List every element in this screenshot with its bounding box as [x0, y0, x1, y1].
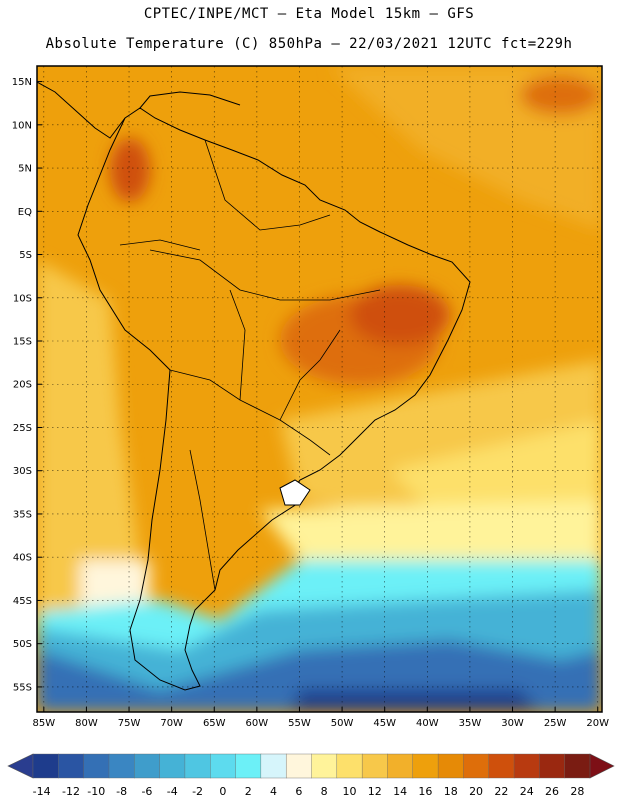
field-pacific-band — [37, 260, 140, 620]
colorbar-tick-label: -14 — [33, 785, 51, 798]
colorbar-tick-label: 2 — [245, 785, 252, 798]
lon-label: 55W — [288, 718, 311, 729]
colorbar-swatch — [32, 753, 59, 779]
latitude-labels: 15N 10N 5N EQ 5S 10S 15S 20S 25S 30S 35S 40S 45S 50S 5… — [12, 77, 42, 693]
lat-label: 40S — [13, 553, 32, 564]
lat-label: 10N — [12, 120, 32, 131]
colorbar-swatch — [513, 753, 540, 779]
field-hot-andes-north — [110, 138, 150, 202]
colorbar-swatch — [387, 753, 414, 779]
colorbar-swatch — [488, 753, 515, 779]
lat-label: 45S — [13, 596, 32, 607]
lon-label: 25W — [544, 718, 567, 729]
lon-label: 80W — [75, 718, 98, 729]
field-hot-brazil — [350, 285, 450, 345]
lat-label: 20S — [13, 380, 32, 391]
graticule — [37, 66, 602, 712]
coastline-central-america — [37, 81, 126, 139]
lon-label: 50W — [331, 718, 354, 729]
colorbar-tick-label: 20 — [469, 785, 483, 798]
temperature-field — [37, 66, 602, 712]
border-lines — [119, 139, 381, 591]
coastlines — [37, 81, 471, 691]
colorbar-swatch — [83, 753, 110, 779]
colorbar-tick-label: 12 — [368, 785, 382, 798]
colorbar-swatch — [210, 753, 237, 779]
lat-label: 25S — [13, 423, 32, 434]
lat-label: 55S — [13, 682, 32, 693]
colorbar-swatch — [159, 753, 186, 779]
lon-label: 40W — [416, 718, 439, 729]
colorbar-tick-label: 6 — [295, 785, 302, 798]
coastline-caribbean — [139, 91, 241, 109]
colorbar-tick-label: 8 — [321, 785, 328, 798]
colorbar-tick-label: 4 — [270, 785, 277, 798]
lat-label: EQ — [18, 207, 32, 218]
colorbar-over-arrow — [589, 753, 615, 779]
field-atlantic-light — [390, 420, 602, 520]
colorbar-tick-label: -10 — [87, 785, 105, 798]
colorbar-tick-label: -12 — [62, 785, 80, 798]
colorbar-swatch — [235, 753, 262, 779]
lat-label: 15N — [12, 77, 32, 88]
colorbar-swatch — [260, 753, 287, 779]
colorbar-swatch — [58, 753, 85, 779]
colorbar-tick-label: 28 — [570, 785, 584, 798]
lat-label: 5N — [18, 164, 32, 175]
colorbar-swatch — [311, 753, 338, 779]
colorbar-tick-label: 10 — [342, 785, 356, 798]
lon-label: 85W — [33, 718, 56, 729]
colorbar-swatch — [437, 753, 464, 779]
lat-label: 50S — [13, 639, 32, 650]
colorbar-tick-label: 0 — [219, 785, 226, 798]
colorbar-tick-label: -2 — [192, 785, 203, 798]
lagoa-dos-patos — [279, 479, 311, 506]
coastline-south-america — [77, 107, 471, 691]
colorbar-swatch — [134, 753, 161, 779]
colorbar-tick-label: -6 — [141, 785, 152, 798]
colorbar-tick-label: 16 — [418, 785, 432, 798]
lon-label: 30W — [501, 718, 524, 729]
colorbar-tick-label: 26 — [545, 785, 559, 798]
longitude-labels: 85W 80W 75W 70W 65W 60W 55W 50W 45W 40W 35W 30W 25W 2… — [33, 707, 609, 729]
lon-label: 35W — [459, 718, 482, 729]
field-pale-band — [260, 500, 602, 560]
colorbar-swatch — [412, 753, 439, 779]
colorbar-tick-label: 14 — [393, 785, 407, 798]
colorbar-tick-label: -8 — [116, 785, 127, 798]
colorbar-tick-label: 22 — [494, 785, 508, 798]
field-coldest — [290, 690, 540, 712]
lat-label: 30S — [13, 466, 32, 477]
colorbar-swatch — [361, 753, 388, 779]
colorbar-under-arrow — [7, 753, 34, 779]
lat-label: 15S — [13, 337, 32, 348]
field-warm-atlantic-ne — [520, 75, 600, 115]
lon-label: 45W — [373, 718, 396, 729]
lon-label: 20W — [586, 718, 609, 729]
lon-label: 75W — [118, 718, 141, 729]
lon-label: 70W — [160, 718, 183, 729]
colorbar-tick-label: -4 — [167, 785, 178, 798]
colorbar-swatch — [564, 753, 591, 779]
lon-label: 65W — [203, 718, 226, 729]
colorbar-swatch — [463, 753, 490, 779]
colorbar-swatch — [108, 753, 135, 779]
colorbar-tick-label: 24 — [520, 785, 534, 798]
colorbar-swatch — [539, 753, 566, 779]
colorbar-swatch — [285, 753, 313, 779]
lat-label: 10S — [13, 293, 32, 304]
lat-label: 35S — [13, 509, 32, 520]
lat-label: 5S — [19, 250, 32, 261]
colorbar-swatch — [336, 753, 363, 779]
title-line-1: CPTEC/INPE/MCT – Eta Model 15km – GFS — [143, 6, 475, 22]
colorbar-swatch — [184, 753, 211, 779]
map-frame — [36, 65, 603, 713]
colorbar: -14 -12 -10 -8 -6 -4 -2 0 2 4 6 8 10 12 14 16 18 20 22 24 26… — [7, 753, 615, 798]
lon-label: 60W — [246, 718, 269, 729]
colorbar-tick-label: 18 — [444, 785, 458, 798]
title-line-2: Absolute Temperature (C) 850hPa – 22/03/… — [45, 36, 573, 52]
